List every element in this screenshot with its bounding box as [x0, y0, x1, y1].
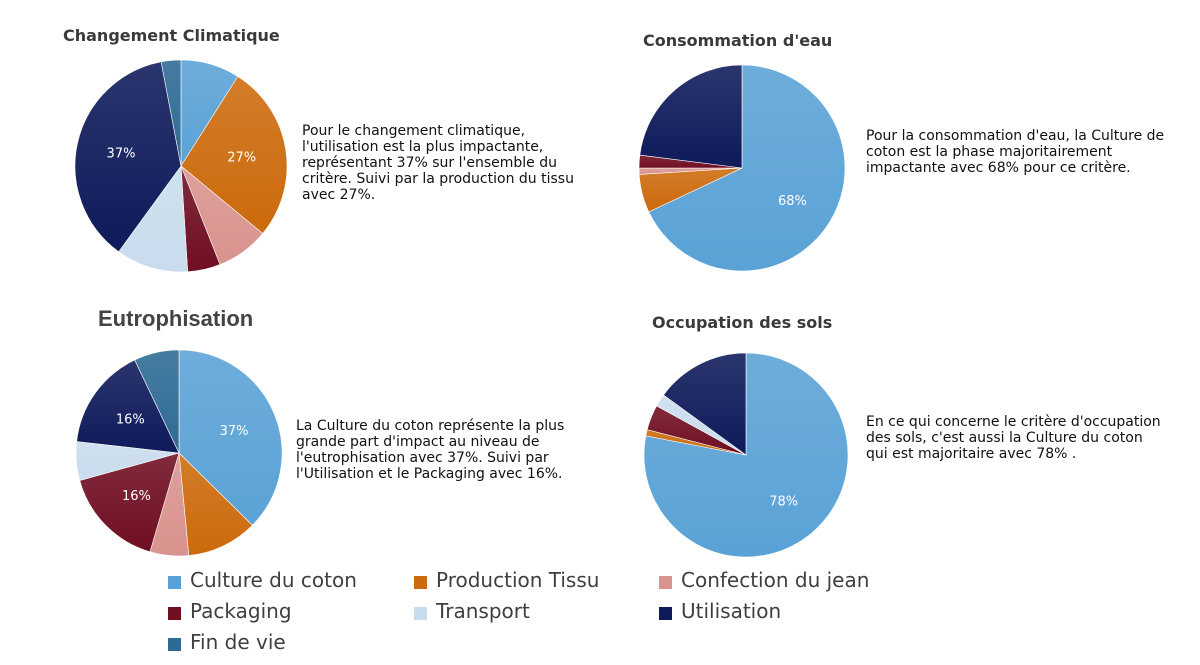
- pie-data-label: 78%: [769, 495, 798, 510]
- description-changement-climatique: Pour le changement climatique, l'utilisa…: [302, 123, 574, 203]
- legend-swatch: [414, 575, 427, 589]
- legend-swatch: [414, 606, 427, 620]
- pie-slice-utilisation: [639, 64, 743, 169]
- pie-slice-transport: [118, 165, 188, 273]
- legend-item-transport: Transport: [414, 597, 530, 625]
- legend-item-utilisation: Utilisation: [659, 597, 781, 625]
- pie-slice-packaging: [79, 452, 180, 553]
- legend-item-fin-de-vie: Fin de vie: [168, 628, 286, 656]
- pie-slice-production-tissu: [178, 452, 253, 556]
- pie-data-label: 16%: [116, 412, 145, 427]
- pie-slice-fin-de-vie: [160, 59, 182, 167]
- pie-data-label: 68%: [778, 194, 807, 209]
- pie-slice-utilisation: [74, 61, 182, 253]
- legend-swatch: [168, 606, 181, 620]
- pie-slice-production-tissu: [180, 76, 288, 234]
- chart-title-occupation-sols: Occupation des sols: [652, 313, 833, 332]
- legend-label: Packaging: [190, 599, 292, 623]
- legend-label: Utilisation: [681, 599, 782, 623]
- description-occupation-sols: En ce qui concerne le critère d'occupati…: [866, 414, 1161, 462]
- pie-slice-utilisation: [663, 352, 747, 456]
- chart-title-consommation-eau: Consommation d'eau: [643, 31, 833, 50]
- chart-legend: Culture du coton Production Tissu Confec…: [168, 566, 948, 662]
- legend-swatch: [168, 637, 181, 651]
- chart-title-changement-climatique: Changement Climatique: [63, 26, 280, 45]
- chart-title-eutrophisation: Eutrophisation: [98, 306, 254, 331]
- pie-data-label: 16%: [122, 489, 151, 504]
- pie-slice-culture-du-coton: [178, 349, 283, 526]
- legend-label: Fin de vie: [190, 630, 286, 654]
- pie-slice-fin-de-vie: [134, 349, 180, 454]
- description-eutrophisation: La Culture du coton représente la plus g…: [296, 418, 565, 482]
- legend-item-production: Production Tissu: [414, 566, 599, 594]
- legend-item-culture: Culture du coton: [168, 566, 357, 594]
- legend-swatch: [168, 575, 181, 589]
- legend-swatch: [659, 575, 672, 589]
- pie-slice-utilisation: [76, 359, 180, 454]
- pie-data-label: 27%: [227, 150, 256, 165]
- pie-data-label: 37%: [220, 424, 249, 439]
- description-consommation-eau: Pour la consommation d'eau, la Culture d…: [866, 128, 1165, 176]
- pie-slice-culture-du-coton: [648, 64, 846, 272]
- legend-label: Transport: [436, 599, 530, 623]
- legend-item-packaging: Packaging: [168, 597, 292, 625]
- legend-label: Production Tissu: [436, 568, 600, 592]
- legend-swatch: [659, 606, 672, 620]
- pie-data-label: 37%: [107, 147, 136, 162]
- legend-label: Culture du coton: [190, 568, 357, 592]
- legend-item-confection: Confection du jean: [659, 566, 869, 594]
- legend-label: Confection du jean: [681, 568, 870, 592]
